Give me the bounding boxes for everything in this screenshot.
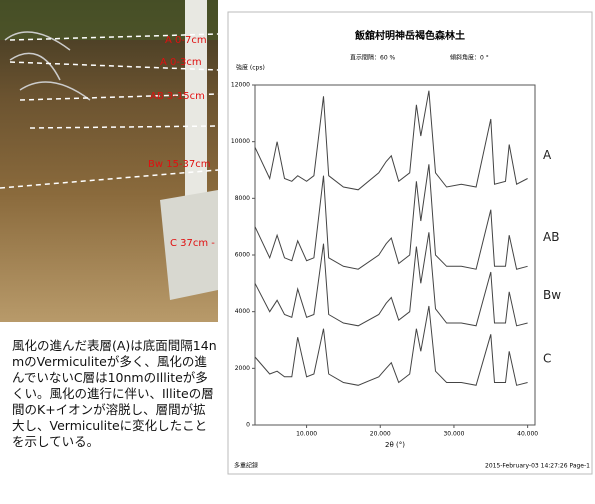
horizon-label: A 0-7cm bbox=[165, 35, 207, 46]
horizon-label: C 37cm - bbox=[170, 238, 215, 249]
footer: 2015-February-03 14:27:26 Page-1 bbox=[485, 463, 590, 470]
y-axis-label: 強度 (cps) bbox=[236, 64, 265, 72]
x-tick-label: 40.000 bbox=[517, 431, 538, 438]
x-tick-label: 20.000 bbox=[370, 431, 391, 438]
chart-info: 傾斜角度：0 ° bbox=[450, 54, 489, 62]
series-label: A bbox=[543, 148, 552, 162]
series-label: C bbox=[543, 351, 551, 365]
y-tick-label: 8000 bbox=[235, 195, 250, 202]
y-tick-label: 0 bbox=[246, 422, 250, 429]
horizon-label: AB 3-15cm bbox=[150, 91, 205, 102]
caption: 風化の進んだ表層(A)は底面間隔14nmのVermiculiteが多く、風化の進… bbox=[12, 338, 217, 450]
x-tick-label: 10.000 bbox=[296, 431, 317, 438]
x-tick-label: 30.000 bbox=[443, 431, 464, 438]
x-axis-label: 2θ (°) bbox=[385, 441, 405, 449]
series-label: AB bbox=[543, 230, 559, 244]
y-tick-label: 4000 bbox=[235, 308, 250, 315]
page: A 0-7cm A 0-3cm AB 3-15cm Bw 15-37cm C 3… bbox=[0, 0, 595, 504]
series-label: Bw bbox=[543, 288, 561, 302]
chart-title: 飯舘村明神岳褐色森林土 bbox=[354, 29, 465, 42]
horizon-label: A 0-3cm bbox=[160, 57, 202, 68]
soil-photo: A 0-7cm A 0-3cm AB 3-15cm Bw 15-37cm C 3… bbox=[0, 0, 218, 322]
y-tick-label: 2000 bbox=[235, 365, 250, 372]
footer: 多重記録 bbox=[234, 462, 258, 470]
y-tick-label: 6000 bbox=[235, 252, 250, 259]
y-tick-label: 12000 bbox=[231, 82, 250, 89]
shovel-handle bbox=[185, 0, 207, 210]
horizon-label: Bw 15-37cm bbox=[148, 159, 211, 170]
chart-info: 直示間隔：60 % bbox=[350, 54, 396, 62]
chart-panel bbox=[228, 12, 592, 474]
y-tick-label: 10000 bbox=[231, 138, 250, 145]
